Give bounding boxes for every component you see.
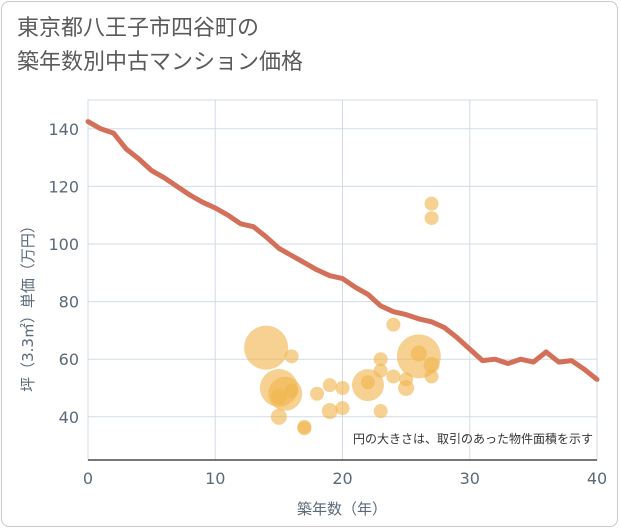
data-point-bubble <box>322 378 337 393</box>
x-tick-label: 20 <box>332 469 352 488</box>
data-point-bubble <box>423 356 440 373</box>
x-tick-label: 40 <box>587 469 607 488</box>
data-point-bubble <box>398 380 415 396</box>
data-point-bubble <box>310 386 325 401</box>
chart-title: 東京都八王子市四谷町の 築年数別中古マンション価格 <box>17 12 303 80</box>
y-axis-label: 坪（3.3㎡）単価（万円） <box>19 218 37 392</box>
data-point-bubble <box>244 325 289 370</box>
size-legend-note: 円の大きさは、取引のあった物件面積を示す <box>353 431 593 446</box>
grid-lines <box>87 99 598 461</box>
data-point-bubble <box>410 345 427 362</box>
x-tick-label: 0 <box>83 469 93 488</box>
data-point-bubble <box>424 211 439 226</box>
x-axis-label: 築年数（年） <box>297 500 387 518</box>
data-point-bubble <box>270 408 287 425</box>
axes: 0 10 20 30 40 40 60 80 100 120 140 <box>48 120 607 488</box>
data-point-bubble <box>335 381 350 395</box>
data-point-bubble <box>321 403 338 420</box>
data-point-bubble <box>373 352 388 367</box>
y-tick-label: 80 <box>59 293 79 312</box>
y-tick-label: 140 <box>48 120 79 139</box>
data-point-bubble <box>297 419 312 434</box>
x-tick-label: 30 <box>460 469 480 488</box>
data-point-bubble <box>386 317 401 332</box>
data-point-bubble <box>335 401 350 416</box>
data-point-bubble <box>386 369 401 384</box>
bubble-layer <box>244 196 441 436</box>
data-point-bubble <box>424 196 439 211</box>
data-point-bubble <box>284 383 299 398</box>
chart-title-line-1: 東京都八王子市四谷町の <box>17 16 260 41</box>
data-point-bubble <box>270 388 287 405</box>
x-tick-label: 10 <box>205 469 225 488</box>
y-tick-label: 40 <box>59 408 79 427</box>
y-tick-label: 60 <box>59 350 79 369</box>
data-point-bubble <box>360 375 375 390</box>
y-tick-label: 100 <box>48 235 79 254</box>
chart-title-line-2: 築年数別中古マンション価格 <box>17 50 304 75</box>
data-point-bubble <box>424 369 439 384</box>
average-price-line <box>85 119 600 382</box>
y-tick-label: 120 <box>48 177 79 196</box>
data-point-bubble <box>373 404 388 419</box>
data-point-bubble <box>284 349 299 364</box>
data-point-bubble <box>373 363 388 378</box>
